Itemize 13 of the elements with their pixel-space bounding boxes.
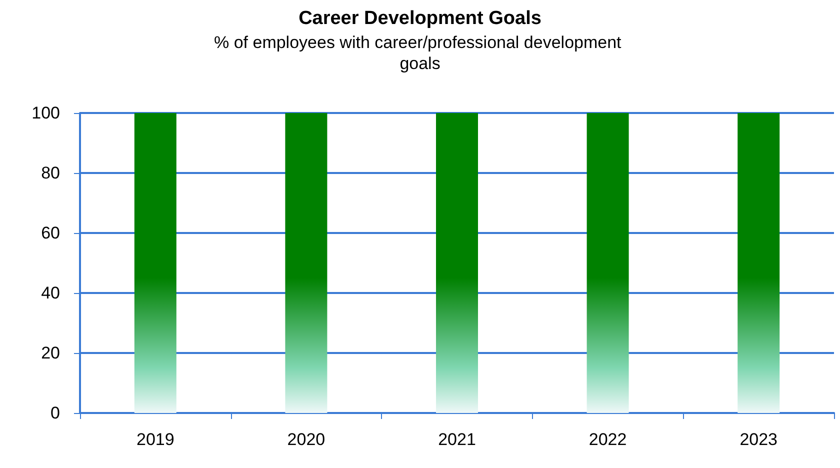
y-tick-label: 100 bbox=[32, 104, 60, 122]
y-tick-label: 40 bbox=[41, 284, 60, 302]
x-tick-label: 2023 bbox=[740, 430, 778, 449]
y-tick-label: 20 bbox=[41, 344, 60, 362]
x-tick-label: 2022 bbox=[588, 430, 627, 449]
chart-title: Career Development Goals bbox=[298, 8, 542, 29]
chart-subtitle: % of employees with career/professional development goals bbox=[214, 33, 626, 73]
x-tick-label: 2019 bbox=[136, 430, 174, 449]
x-tick-label: 2020 bbox=[287, 430, 326, 449]
y-tick-label: 60 bbox=[41, 224, 60, 242]
x-tick-label: 2021 bbox=[438, 430, 476, 449]
y-tick-label: 0 bbox=[50, 404, 60, 422]
y-tick-label: 80 bbox=[41, 164, 60, 182]
